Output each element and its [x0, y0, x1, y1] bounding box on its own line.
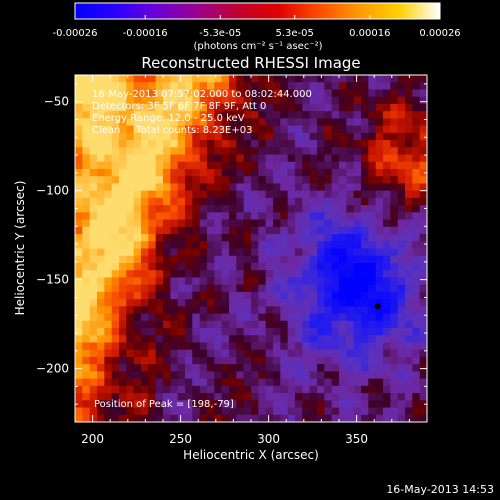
colorbar-tick-label: -0.00016	[123, 28, 168, 39]
y-tick-label: −150	[36, 273, 69, 287]
x-tick-label: 200	[81, 432, 104, 446]
y-tick-label: −50	[44, 95, 69, 109]
colorbar-units: (photons cm⁻² s⁻¹ asec⁻²)	[193, 41, 322, 52]
y-tick-label: −200	[36, 362, 69, 376]
colorbar-ticks: -0.00026 -0.00016 -5.3e-05 5.3e-05 0.00016 0.…	[53, 15, 461, 39]
colorbar-tick-label: 0.00016	[349, 28, 390, 39]
y-axis-label: Heliocentric Y (arcsec)	[13, 181, 27, 316]
annotation-clean-counts: Clean Total counts: 8.23E+03	[92, 125, 252, 136]
annotation-energy-range: Energy Range: 12.0 - 25.0 keV	[92, 113, 245, 124]
colorbar-tick-label: -5.3e-05	[199, 28, 241, 39]
y-tick-label: −100	[36, 184, 69, 198]
colorbar-tick-label: -0.00026	[53, 28, 98, 39]
chart-title: Reconstructed RHESSI Image	[141, 54, 360, 72]
axes: 200 250 300 350 −50 −100 −150 −200	[36, 75, 428, 446]
plot-timestamp: 16-May-2013 14:53	[386, 483, 494, 496]
annotation-time-range: 16-May-2013 07:57:02.000 to 08:02:44.000	[92, 89, 312, 100]
peak-marker	[374, 303, 381, 310]
x-tick-label: 350	[345, 432, 368, 446]
x-tick-label: 250	[169, 432, 192, 446]
annotation-peak-position: Position of Peak = [198,-79]	[94, 399, 234, 410]
x-axis-label: Heliocentric X (arcsec)	[183, 448, 319, 462]
x-tick-label: 300	[257, 432, 280, 446]
colorbar-tick-label: 5.3e-05	[276, 28, 314, 39]
colorbar	[74, 2, 441, 20]
colorbar-tick-label: 0.00026	[419, 28, 460, 39]
heatmap-image	[75, 75, 427, 422]
annotation-detectors: Detectors: 3F 5F 6F 7F 8F 9F, Att 0	[92, 101, 266, 112]
